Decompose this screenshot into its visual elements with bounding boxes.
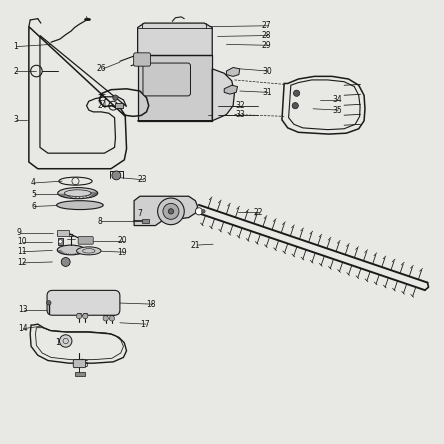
Polygon shape <box>226 67 240 76</box>
Text: 1: 1 <box>13 42 18 51</box>
Text: 4: 4 <box>31 178 36 187</box>
Text: 34: 34 <box>332 95 342 104</box>
Text: 19: 19 <box>118 248 127 257</box>
Text: 8: 8 <box>98 217 103 226</box>
Circle shape <box>195 208 202 215</box>
Text: 11: 11 <box>17 247 26 256</box>
Circle shape <box>113 95 118 100</box>
Text: 3: 3 <box>13 115 18 124</box>
Circle shape <box>59 240 62 243</box>
FancyBboxPatch shape <box>73 360 86 368</box>
Circle shape <box>158 198 184 225</box>
Text: 28: 28 <box>262 31 271 40</box>
FancyBboxPatch shape <box>115 103 123 108</box>
Text: 9: 9 <box>17 228 22 237</box>
Circle shape <box>293 90 300 96</box>
FancyBboxPatch shape <box>75 372 85 376</box>
Circle shape <box>292 103 298 109</box>
Text: 23: 23 <box>138 175 147 184</box>
Circle shape <box>112 171 121 180</box>
Circle shape <box>47 301 51 305</box>
FancyBboxPatch shape <box>134 53 151 66</box>
Circle shape <box>103 316 108 321</box>
Text: 26: 26 <box>97 64 107 73</box>
Circle shape <box>83 313 88 319</box>
Text: 29: 29 <box>262 41 272 50</box>
Text: 25: 25 <box>98 94 107 103</box>
Text: 7: 7 <box>138 209 143 218</box>
Circle shape <box>163 203 179 219</box>
Circle shape <box>59 335 72 347</box>
Ellipse shape <box>56 201 103 210</box>
FancyBboxPatch shape <box>58 238 63 245</box>
Text: 27: 27 <box>262 21 272 30</box>
Text: 20: 20 <box>118 236 127 245</box>
Text: 32: 32 <box>235 101 245 110</box>
Ellipse shape <box>76 247 101 255</box>
FancyBboxPatch shape <box>57 230 69 236</box>
Text: 24: 24 <box>98 101 107 110</box>
Polygon shape <box>138 23 212 56</box>
Text: 35: 35 <box>332 106 342 115</box>
FancyBboxPatch shape <box>143 63 190 96</box>
Polygon shape <box>138 56 212 121</box>
Text: 6: 6 <box>31 202 36 211</box>
Text: 10: 10 <box>17 238 27 246</box>
Text: 5: 5 <box>31 190 36 199</box>
Text: 18: 18 <box>147 300 156 309</box>
Text: 17: 17 <box>140 320 150 329</box>
Circle shape <box>168 209 174 214</box>
Circle shape <box>61 258 70 266</box>
Text: 30: 30 <box>262 67 272 75</box>
Circle shape <box>202 210 205 213</box>
Text: 31: 31 <box>262 88 272 97</box>
Circle shape <box>109 316 115 321</box>
Text: 21: 21 <box>191 241 200 250</box>
Ellipse shape <box>58 188 98 199</box>
Polygon shape <box>224 85 238 94</box>
Text: 12: 12 <box>17 258 26 267</box>
Ellipse shape <box>57 245 85 255</box>
Text: 2: 2 <box>13 67 18 75</box>
FancyBboxPatch shape <box>78 237 93 244</box>
Text: 16: 16 <box>79 361 89 369</box>
FancyBboxPatch shape <box>142 219 149 223</box>
Text: 15: 15 <box>56 338 65 347</box>
Circle shape <box>76 313 82 319</box>
FancyBboxPatch shape <box>47 290 120 315</box>
Text: 13: 13 <box>18 305 28 314</box>
Polygon shape <box>134 196 198 226</box>
Text: 22: 22 <box>253 208 262 217</box>
Text: 14: 14 <box>18 324 28 333</box>
Polygon shape <box>138 69 234 121</box>
Text: 33: 33 <box>235 110 245 119</box>
